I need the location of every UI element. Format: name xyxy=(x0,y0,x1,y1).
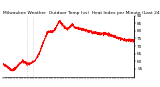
Text: Milwaukee Weather  Outdoor Temp (vs)  Heat Index per Minute (Last 24 Hours): Milwaukee Weather Outdoor Temp (vs) Heat… xyxy=(3,11,160,15)
